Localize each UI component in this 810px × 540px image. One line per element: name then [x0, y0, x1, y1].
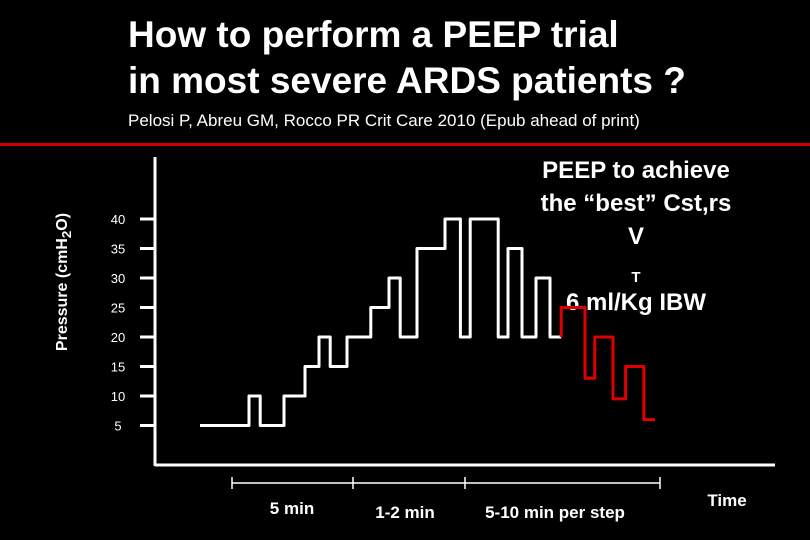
slide-title: How to perform a PEEP trial in most seve…: [128, 12, 788, 104]
y-tick-label: 35: [111, 242, 125, 257]
chart-axes: [153, 157, 775, 467]
y-tick-label: 30: [111, 271, 125, 286]
annotation-line-3-post: 6 ml/Kg IBW: [565, 289, 706, 316]
pressure-trace-white: [200, 217, 562, 427]
y-tick-label: 40: [111, 212, 125, 227]
annotation-line-1: PEEP to achieve: [542, 157, 730, 184]
annotation-line-2: the “best” Cst,rs: [540, 190, 732, 217]
red-divider-rule: [0, 143, 810, 146]
citation: Pelosi P, Abreu GM, Rocco PR Crit Care 2…: [128, 111, 640, 130]
pressure-traces: [200, 217, 655, 427]
annotation-line-3-sub: T: [631, 269, 641, 286]
y-tick-label: 15: [111, 360, 125, 375]
time-label: 1-2 min: [375, 503, 435, 522]
time-label: 5 min: [270, 499, 314, 518]
y-tick-label: 10: [111, 389, 125, 404]
y-ticks: 40 35 30 25 20 15 10 5: [111, 212, 155, 434]
annotation-peep-target: PEEP to achieve the “best” Cst,rs V T 6 m…: [520, 154, 752, 319]
y-tick-label: 20: [111, 330, 125, 345]
time-scale: 5 min 1-2 min 5-10 min per step Time: [231, 477, 747, 522]
y-tick-label: 5: [114, 419, 121, 434]
title-line-1: How to perform a PEEP trial: [128, 14, 619, 55]
y-tick-label: 25: [111, 301, 125, 316]
annotation-line-3: V T 6 ml/Kg IBW: [520, 220, 752, 319]
annotation-line-3-pre: V: [627, 223, 644, 250]
x-axis-label: Time: [707, 491, 746, 510]
time-label: 5-10 min per step: [485, 503, 625, 522]
title-line-2: in most severe ARDS patients ?: [128, 60, 686, 101]
pressure-trace-red: [559, 306, 655, 422]
